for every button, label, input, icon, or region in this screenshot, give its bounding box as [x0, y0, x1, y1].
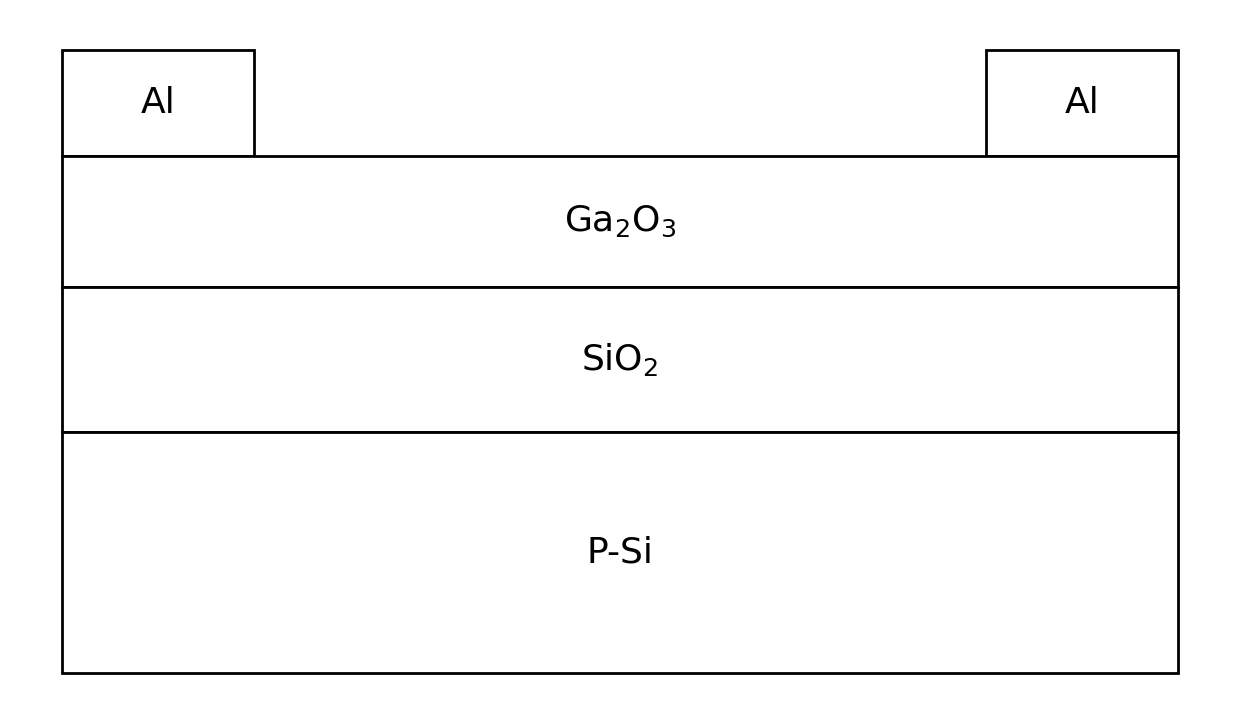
Bar [986, 50, 1178, 156]
Bar [62, 156, 1178, 287]
Text: Al: Al [140, 86, 176, 120]
Text: SiO$_2$: SiO$_2$ [582, 341, 658, 378]
Bar [62, 432, 1178, 673]
Bar [62, 287, 1178, 432]
Bar [62, 50, 254, 156]
Text: Al: Al [1064, 86, 1100, 120]
Text: Ga$_2$O$_3$: Ga$_2$O$_3$ [564, 204, 676, 239]
Text: P-Si: P-Si [587, 535, 653, 569]
